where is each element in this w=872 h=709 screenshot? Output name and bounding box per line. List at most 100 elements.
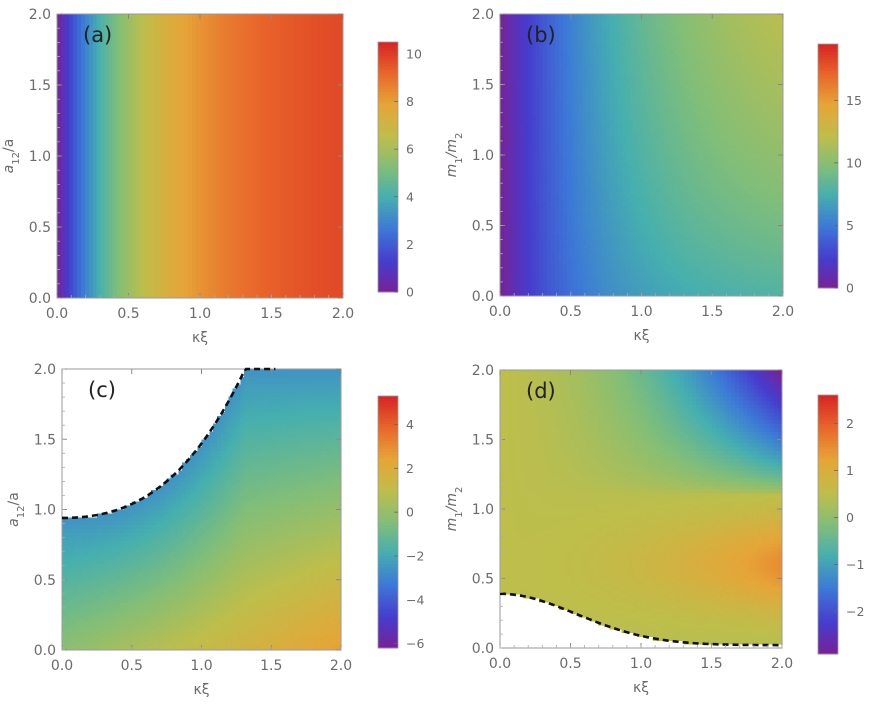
heatmap-cell (176, 215, 181, 220)
heatmap-cell (207, 128, 213, 133)
heatmap-cell (128, 17, 134, 23)
heatmap-cell (287, 266, 292, 271)
heatmap-cell (172, 104, 177, 110)
heatmap-cell (120, 195, 126, 200)
heatmap-cell (239, 57, 245, 62)
heatmap-cell (283, 163, 288, 169)
heatmap-cell (128, 215, 134, 220)
heatmap-cell (116, 49, 122, 55)
heatmap-cell (160, 65, 165, 70)
heatmap-cell (231, 191, 237, 197)
heatmap-cell (72, 238, 78, 244)
heatmap-cell (140, 167, 145, 173)
heatmap-cell (172, 175, 177, 181)
heatmap-cell (315, 230, 320, 236)
heatmap-cell (267, 128, 273, 133)
heatmap-cell (120, 73, 126, 78)
heatmap-cell (68, 238, 74, 244)
heatmap-cell (211, 266, 217, 271)
heatmap-cell (120, 171, 126, 177)
heatmap-cell (239, 37, 245, 43)
heatmap-cell (319, 152, 324, 157)
heatmap-cell (311, 183, 316, 189)
heatmap-cell (72, 77, 78, 82)
heatmap-cell (307, 14, 312, 19)
heatmap-cell (156, 108, 161, 114)
heatmap-cell (144, 242, 149, 248)
heatmap-cell (180, 159, 185, 165)
heatmap-cell (100, 199, 106, 204)
heatmap-cell (295, 148, 300, 153)
heatmap-cell (172, 266, 177, 271)
heatmap-cell (263, 132, 269, 137)
heatmap-cell (57, 116, 62, 122)
heatmap-cell (231, 69, 237, 74)
heatmap-cell (319, 14, 324, 19)
heatmap-cell (275, 211, 281, 216)
heatmap-cell (227, 57, 233, 62)
heatmap-cell (215, 45, 221, 51)
heatmap-cell (283, 25, 288, 31)
heatmap-cell (315, 207, 320, 212)
heatmap-cell (176, 128, 181, 133)
heatmap-cell (287, 100, 292, 106)
heatmap-cell (223, 45, 229, 51)
heatmap-cell (231, 57, 237, 62)
heatmap-cell (132, 195, 138, 200)
heatmap-cell (255, 234, 261, 240)
heatmap-cell (156, 167, 161, 173)
heatmap-cell (112, 187, 118, 193)
heatmap-cell (275, 152, 281, 157)
heatmap-cell (160, 159, 165, 165)
heatmap-cell (299, 49, 304, 55)
heatmap-cell (215, 69, 221, 74)
heatmap-cell (275, 17, 281, 23)
heatmap-cell (72, 140, 78, 145)
heatmap-cell (128, 167, 134, 173)
heatmap-cell (323, 108, 328, 114)
heatmap-cell (207, 77, 213, 82)
heatmap-cell (267, 77, 273, 82)
heatmap-cell (279, 286, 285, 291)
heatmap-cell (295, 199, 300, 204)
heatmap-cell (68, 88, 74, 94)
heatmap-cell (295, 144, 300, 149)
heatmap-cell (112, 116, 118, 122)
heatmap-cell (88, 219, 94, 224)
heatmap-cell (124, 266, 130, 271)
heatmap-cell (196, 175, 201, 181)
heatmap-cell (144, 215, 149, 220)
heatmap-cell (156, 211, 161, 216)
heatmap-cell (247, 227, 253, 232)
heatmap-cell (128, 128, 134, 133)
heatmap-cell (192, 81, 197, 86)
heatmap-cell (200, 136, 205, 141)
heatmap-cell (319, 33, 324, 39)
heatmap-cell (72, 195, 78, 200)
heatmap-cell (251, 175, 257, 181)
heatmap-cell (215, 207, 221, 212)
heatmap-cell (188, 290, 193, 295)
heatmap-cell (92, 92, 98, 98)
heatmap-cell (92, 132, 98, 137)
heatmap-cell (176, 124, 181, 129)
heatmap-cell (207, 57, 213, 62)
heatmap-cell (144, 203, 149, 208)
heatmap-cell (275, 21, 281, 27)
heatmap-cell (251, 234, 257, 240)
heatmap-cell (116, 179, 122, 185)
heatmap-cell (223, 112, 229, 118)
heatmap-cell (299, 262, 304, 268)
heatmap-cell (136, 219, 142, 224)
heatmap-cell (156, 230, 161, 236)
heatmap-cell (271, 203, 277, 208)
heatmap-cell (76, 17, 82, 23)
heatmap-cell (319, 219, 324, 224)
heatmap-cell (128, 179, 134, 185)
heatmap-cell (251, 266, 257, 271)
heatmap-cell (104, 21, 110, 27)
heatmap-cell (164, 65, 169, 70)
heatmap-cell (144, 254, 149, 260)
heatmap-cell (231, 81, 237, 86)
heatmap-cell (128, 246, 134, 252)
